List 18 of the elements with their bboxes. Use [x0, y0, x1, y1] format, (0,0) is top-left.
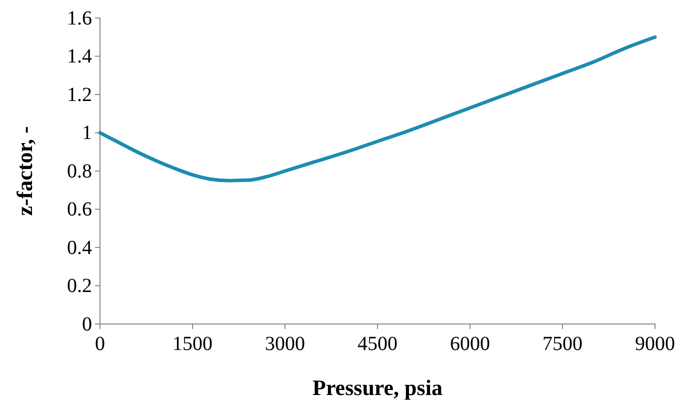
x-tick-label: 1500: [172, 333, 212, 355]
y-tick-label: 0.2: [67, 275, 92, 298]
y-tick-label: 1: [82, 122, 92, 144]
y-tick-label: 0.4: [67, 236, 92, 259]
x-tick-label: 4500: [358, 333, 398, 355]
x-tick-label: 9000: [635, 333, 675, 355]
y-tick-label: 0: [82, 313, 92, 336]
x-tick-label: 3000: [265, 333, 305, 355]
y-tick-label: 1.4: [67, 46, 92, 68]
y-axis-title: z-factor, -: [12, 126, 37, 216]
x-tick-label: 6000: [450, 333, 490, 355]
y-tick-label: 1.2: [67, 84, 92, 106]
x-tick-label: 7500: [542, 333, 582, 355]
x-axis-title: Pressure, psia: [312, 375, 442, 400]
y-tick-label: 0.8: [67, 160, 92, 182]
y-tick-label: 0.6: [67, 198, 92, 221]
y-tick-label: 1.6: [67, 7, 92, 30]
line-series: [98, 35, 657, 182]
